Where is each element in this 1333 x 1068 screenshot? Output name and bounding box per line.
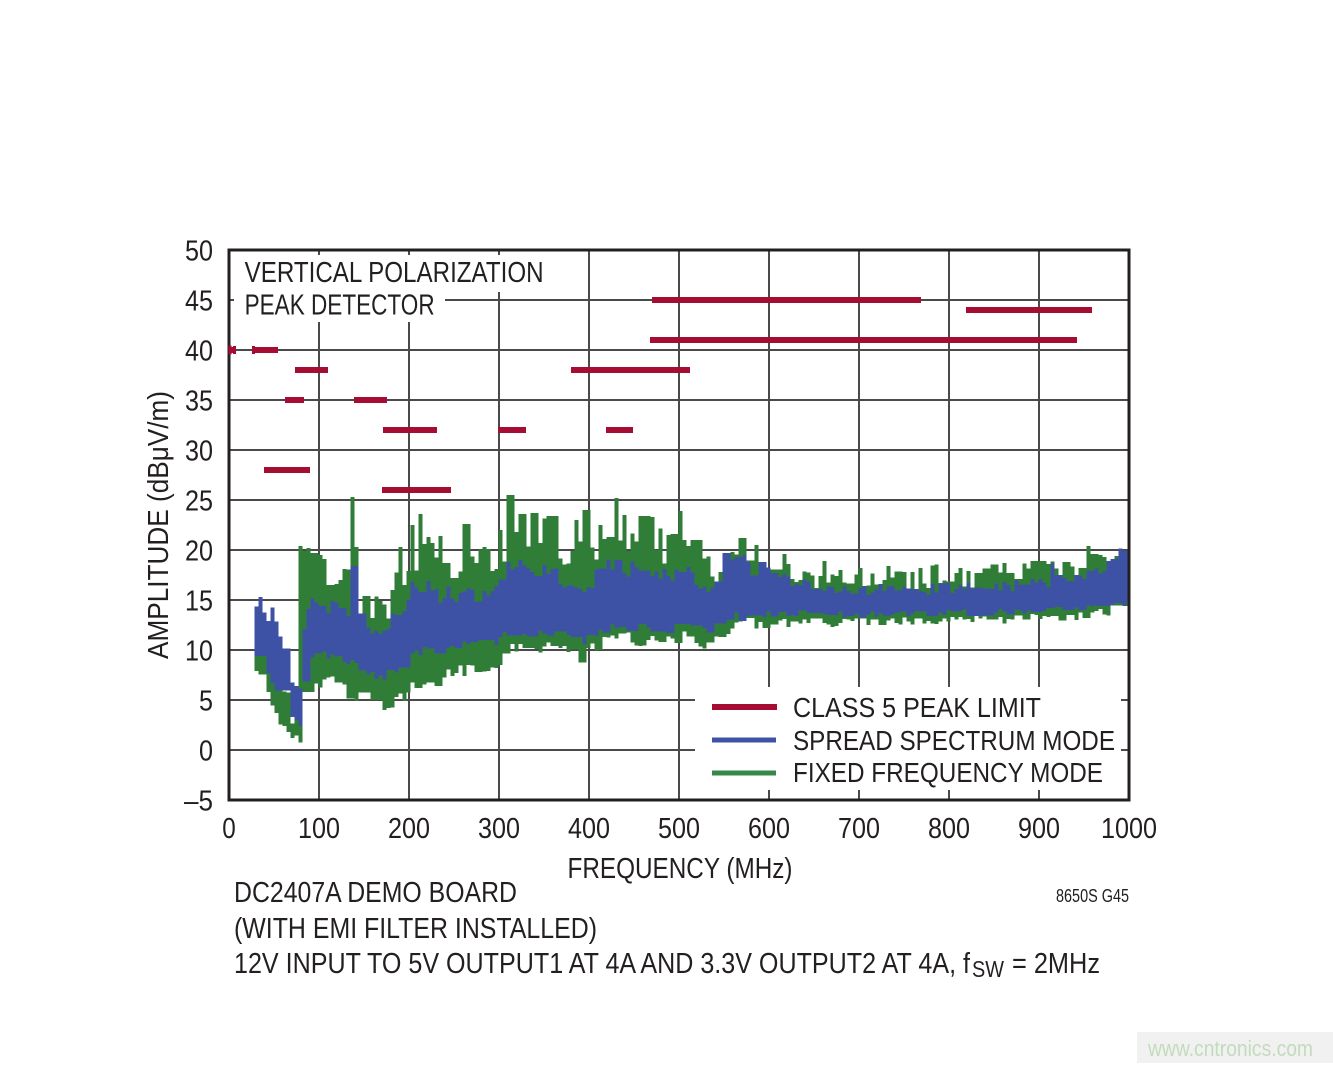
svg-text:700: 700	[838, 813, 880, 845]
svg-text:35: 35	[185, 386, 213, 418]
svg-text:200: 200	[388, 813, 430, 845]
svg-text:5: 5	[199, 686, 213, 718]
svg-text:600: 600	[748, 813, 790, 845]
svg-text:0: 0	[222, 813, 236, 845]
svg-text:100: 100	[298, 813, 340, 845]
svg-text:DC2407A DEMO BOARD: DC2407A DEMO BOARD	[234, 877, 517, 909]
svg-text:= 2MHz: = 2MHz	[1012, 948, 1100, 980]
svg-text:SW: SW	[972, 956, 1004, 982]
svg-text:1000: 1000	[1101, 813, 1157, 845]
svg-text:FIXED FREQUENCY MODE: FIXED FREQUENCY MODE	[793, 757, 1103, 788]
svg-text:45: 45	[185, 286, 213, 318]
svg-text:25: 25	[185, 486, 213, 518]
svg-text:www.cntronics.com: www.cntronics.com	[1147, 1036, 1313, 1061]
svg-text:–5: –5	[184, 786, 213, 818]
svg-text:10: 10	[185, 636, 213, 668]
svg-text:15: 15	[185, 586, 213, 618]
svg-text:800: 800	[928, 813, 970, 845]
svg-text:8650S G45: 8650S G45	[1056, 886, 1129, 906]
svg-text:AMPLITUDE (dBμV/m): AMPLITUDE (dBμV/m)	[143, 391, 175, 659]
svg-text:(WITH EMI FILTER INSTALLED): (WITH EMI FILTER INSTALLED)	[234, 913, 597, 945]
svg-text:400: 400	[568, 813, 610, 845]
svg-text:FREQUENCY (MHz): FREQUENCY (MHz)	[568, 853, 793, 885]
svg-text:SPREAD SPECTRUM MODE: SPREAD SPECTRUM MODE	[793, 725, 1115, 756]
svg-text:40: 40	[185, 336, 213, 368]
svg-text:300: 300	[478, 813, 520, 845]
svg-text:0: 0	[199, 736, 213, 768]
svg-text:12V INPUT TO 5V OUTPUT1 AT 4A: 12V INPUT TO 5V OUTPUT1 AT 4A AND 3.3V O…	[234, 948, 971, 980]
svg-text:50: 50	[185, 236, 213, 268]
svg-text:CLASS 5 PEAK LIMIT: CLASS 5 PEAK LIMIT	[793, 692, 1041, 723]
svg-text:20: 20	[185, 536, 213, 568]
svg-text:30: 30	[185, 436, 213, 468]
svg-text:900: 900	[1018, 813, 1060, 845]
svg-text:500: 500	[658, 813, 700, 845]
svg-text:VERTICAL POLARIZATION: VERTICAL POLARIZATION	[245, 257, 544, 289]
svg-text:PEAK DETECTOR: PEAK DETECTOR	[245, 290, 435, 322]
